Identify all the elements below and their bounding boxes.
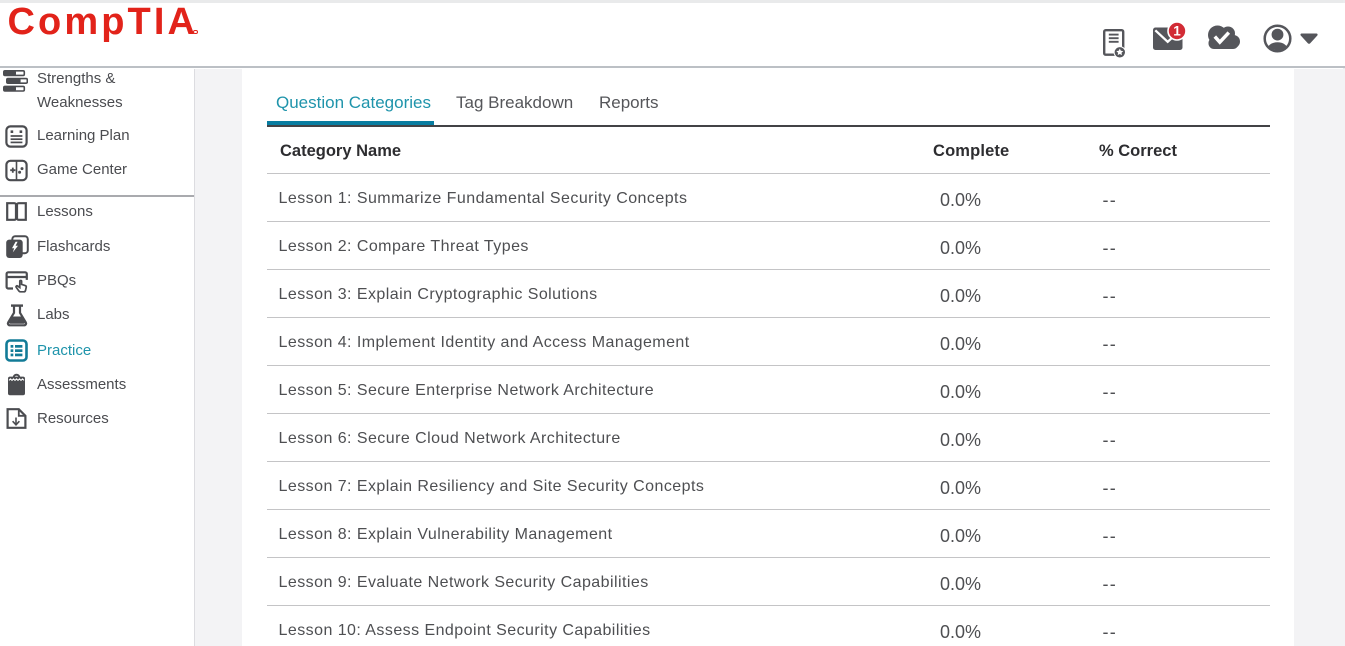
svg-text:1: 1 — [1173, 24, 1181, 39]
